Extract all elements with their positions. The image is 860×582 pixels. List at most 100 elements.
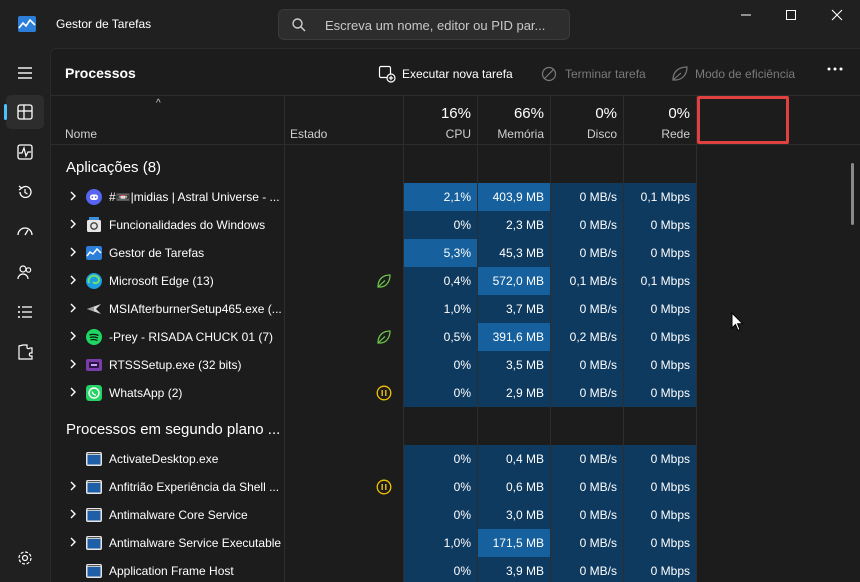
sidebar-item-settings[interactable] <box>6 541 44 575</box>
column-disk[interactable]: Disco <box>586 127 617 141</box>
process-row[interactable]: Gestor de Tarefas 5,3% 45,3 MB 0 MB/s 0 Mbps <box>51 239 696 267</box>
column-divider <box>623 145 624 582</box>
column-state[interactable]: Estado <box>290 127 328 141</box>
process-name: #📼|midias | Astral Universe - ... <box>109 190 280 204</box>
process-window-icon <box>86 564 102 578</box>
process-row[interactable]: MSIAfterburnerSetup465.exe (... 1,0% 3,7 M… <box>51 295 696 323</box>
users-icon <box>17 265 32 280</box>
network-cell: 0 Mbps <box>624 501 696 529</box>
run-new-task-label: Executar nova tarefa <box>402 67 513 81</box>
menu-button[interactable] <box>6 56 44 90</box>
section-background: Processos em segundo plano ... <box>66 421 281 438</box>
cpu-cell: 1,0% <box>404 295 477 323</box>
process-row[interactable]: Microsoft Edge (13) 0,4% 572,0 MB 0,1 MB/s 0… <box>51 267 696 295</box>
sidebar-item-users[interactable] <box>6 255 44 289</box>
cpu-cell: 0% <box>404 445 477 473</box>
process-name: Antimalware Service Executable <box>109 536 282 550</box>
cpu-cell: 1,0% <box>404 529 477 557</box>
scrollbar[interactable] <box>851 163 854 225</box>
search-box[interactable]: Escreva um nome, editor ou PID par... <box>278 9 570 40</box>
run-task-icon <box>378 65 396 83</box>
network-cell: 0 Mbps <box>624 239 696 267</box>
column-name[interactable]: Nome <box>65 127 98 141</box>
network-cell: 0 Mbps <box>624 557 696 582</box>
rtss-icon <box>86 359 102 371</box>
column-divider <box>550 96 551 146</box>
column-divider <box>284 96 285 146</box>
chevron-right-icon[interactable] <box>67 274 79 286</box>
process-name: RTSSSetup.exe (32 bits) <box>109 358 242 372</box>
section-apps: Aplicações (8) <box>66 159 162 176</box>
column-divider <box>696 96 697 146</box>
sidebar-item-services[interactable] <box>6 335 44 369</box>
network-total: 0% <box>668 105 690 122</box>
column-cpu[interactable]: CPU <box>445 127 471 141</box>
close-button[interactable] <box>824 6 850 26</box>
chevron-right-icon[interactable] <box>67 330 79 342</box>
column-network[interactable]: Rede <box>661 127 690 141</box>
column-divider <box>403 96 404 146</box>
highlight-box <box>697 96 789 144</box>
chevron-right-icon[interactable] <box>67 358 79 370</box>
disk-cell: 0 MB/s <box>551 351 623 379</box>
chevron-right-icon[interactable] <box>67 508 79 520</box>
memory-cell: 2,3 MB <box>478 211 550 239</box>
sidebar-item-startup[interactable] <box>6 215 44 249</box>
disk-cell: 0 MB/s <box>551 211 623 239</box>
sidebar-item-details[interactable] <box>6 295 44 329</box>
process-row[interactable]: Antimalware Core Service 0% 3,0 MB 0 MB/s 0 … <box>51 501 696 529</box>
chevron-right-icon[interactable] <box>67 218 79 230</box>
processes-panel: Processos Executar nova tarefa Terminar … <box>50 48 860 582</box>
chevron-right-icon[interactable] <box>67 190 79 202</box>
windows-features-icon <box>87 217 101 232</box>
active-indicator <box>4 104 7 120</box>
column-memory[interactable]: Memória <box>497 127 544 141</box>
network-cell: 0,1 Mbps <box>624 183 696 211</box>
edge-icon <box>86 273 102 289</box>
disk-cell: 0,2 MB/s <box>551 323 623 351</box>
end-task-label: Terminar tarefa <box>565 67 646 81</box>
chevron-right-icon[interactable] <box>67 480 79 492</box>
section-row-fill <box>51 417 696 445</box>
cpu-total: 16% <box>440 105 471 122</box>
column-divider <box>550 145 551 582</box>
maximize-button[interactable] <box>778 6 804 26</box>
disk-cell: 0 MB/s <box>551 379 623 407</box>
process-window-icon <box>86 536 102 550</box>
process-row[interactable]: ActivateDesktop.exe 0% 0,4 MB 0 MB/s 0 Mbps <box>51 445 696 473</box>
chevron-right-icon[interactable] <box>67 536 79 548</box>
memory-cell: 0,6 MB <box>478 473 550 501</box>
process-row[interactable]: Application Frame Host 0% 3,9 MB 0 MB/s 0 Mb… <box>51 557 696 582</box>
performance-icon <box>17 144 33 160</box>
process-row[interactable]: -Prey - RISADA CHUCK 01 (7) 0,5% 391,6 MB 0… <box>51 323 696 351</box>
sidebar-item-processes[interactable] <box>4 95 44 129</box>
app-history-icon <box>18 185 32 199</box>
process-row[interactable]: RTSSSetup.exe (32 bits) 0% 3,5 MB 0 MB/s 0 M… <box>51 351 696 379</box>
settings-icon <box>18 551 32 565</box>
memory-total: 66% <box>513 105 544 122</box>
network-cell: 0 Mbps <box>624 445 696 473</box>
process-row[interactable]: WhatsApp (2) 0% 2,9 MB 0 MB/s 0 Mbps <box>51 379 696 407</box>
process-row[interactable]: Anfitrião Experiência da Shell ... 0% 0,6 … <box>51 473 696 501</box>
process-row[interactable]: Antimalware Service Executable 1,0% 171,5 … <box>51 529 696 557</box>
sidebar-item-performance[interactable] <box>6 135 44 169</box>
chevron-right-icon[interactable] <box>67 302 79 314</box>
memory-cell: 3,9 MB <box>478 557 550 582</box>
more-options-button[interactable] <box>825 61 845 81</box>
process-row[interactable]: #📼|midias | Astral Universe - ... 2,1% 403… <box>51 183 696 211</box>
chevron-right-icon[interactable] <box>67 386 79 398</box>
title-bar: Gestor de Tarefas Escreva um nome, edito… <box>0 0 860 48</box>
column-divider <box>477 96 478 146</box>
process-row[interactable]: Funcionalidades do Windows 0% 2,3 MB 0 MB/s… <box>51 211 696 239</box>
search-input[interactable]: Escreva um nome, editor ou PID par... <box>325 18 546 33</box>
section-row-fill <box>51 155 696 183</box>
sidebar-item-app-history[interactable] <box>6 175 44 209</box>
whatsapp-icon <box>86 385 102 401</box>
sort-indicator[interactable]: ^ <box>156 98 161 109</box>
disk-cell: 0 MB/s <box>551 473 623 501</box>
minimize-button[interactable] <box>733 6 759 26</box>
memory-cell: 403,9 MB <box>478 183 550 211</box>
process-name: Gestor de Tarefas <box>109 246 205 260</box>
chevron-right-icon[interactable] <box>67 246 79 258</box>
maximize-icon <box>786 10 796 20</box>
